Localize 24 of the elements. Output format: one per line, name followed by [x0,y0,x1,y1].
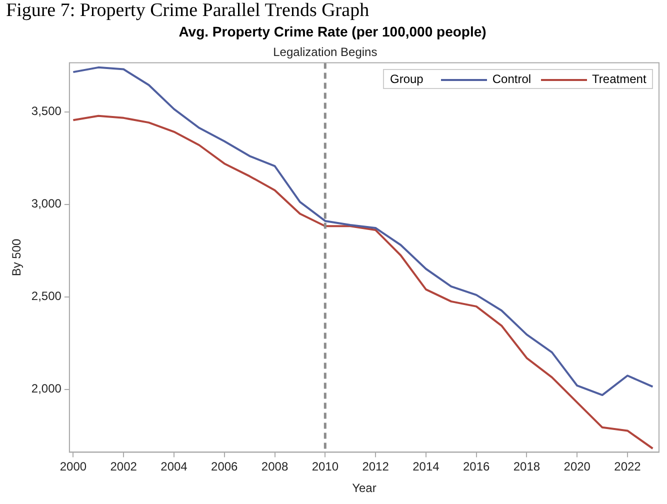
x-axis-title: Year [352,481,376,496]
x-tick-label: 2022 [614,460,642,474]
caption: Figure 7: Property Crime Parallel Trends Graph [5,0,370,22]
x-tick-label: 2000 [60,460,87,474]
x-tick-label: 2002 [110,460,138,474]
x-tick-label: 2020 [564,460,591,474]
legend-title: Group [390,72,424,86]
x-tick-label: 2008 [261,460,288,474]
y-tick-label: 2,500 [31,289,62,304]
x-tick-label: 2010 [312,460,339,474]
y-tick-label: 2,000 [31,382,62,396]
x-tick-label: 2006 [211,460,238,474]
x-tick-label: 2018 [513,460,540,474]
y-tick-label: 3,000 [31,196,62,211]
x-tick-label: 2016 [462,460,490,474]
x-tick-label: 2014 [412,460,440,474]
legend-label: Treatment [591,72,646,86]
x-tick-label: 2004 [160,460,188,474]
y-tick-label: 3,500 [31,104,62,118]
ref-line-label: Legalization Begins [273,45,378,60]
y-axis-title: By 500 [10,238,24,276]
legend-label: Control [491,72,532,86]
chart-title: Avg. Property Crime Rate (per 100,000 people) [178,23,486,40]
x-tick-label: 2012 [362,460,390,474]
